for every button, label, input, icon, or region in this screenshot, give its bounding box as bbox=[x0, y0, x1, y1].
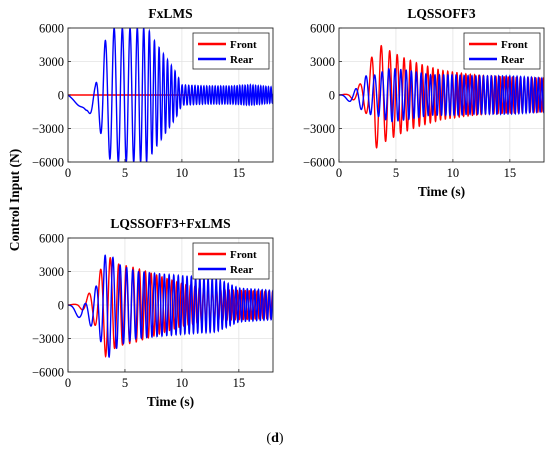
x-tick-label: 10 bbox=[447, 166, 460, 180]
y-tick-label: 3000 bbox=[39, 265, 64, 279]
legend-entry-rear: Rear bbox=[501, 54, 524, 66]
caption-letter: d bbox=[271, 431, 279, 446]
legend-box bbox=[192, 32, 270, 70]
x-tick-label: 0 bbox=[65, 166, 71, 180]
legend: Front Rear bbox=[192, 242, 270, 280]
chart-title: LQSSOFF3+FxLMS bbox=[110, 216, 230, 231]
series-line-rear bbox=[339, 67, 544, 123]
y-tick-label: 6000 bbox=[39, 232, 64, 246]
y-tick-label: 0 bbox=[329, 89, 335, 103]
y-tick-label: 3000 bbox=[39, 55, 64, 69]
legend-entry-front: Front bbox=[230, 249, 257, 261]
x-axis-label: Time (s) bbox=[147, 394, 194, 409]
y-tick-label: −6000 bbox=[303, 156, 335, 170]
x-tick-label: 10 bbox=[176, 166, 189, 180]
legend-entry-front: Front bbox=[501, 39, 528, 51]
x-tick-label: 0 bbox=[336, 166, 342, 180]
y-tick-label: −6000 bbox=[32, 366, 64, 380]
legend: Front Rear bbox=[463, 32, 541, 70]
y-tick-label: 3000 bbox=[310, 55, 335, 69]
y-tick-label: −3000 bbox=[303, 122, 335, 136]
y-tick-label: 0 bbox=[58, 299, 64, 313]
x-tick-label: 15 bbox=[233, 166, 246, 180]
x-axis-label: Time (s) bbox=[418, 184, 465, 199]
series-line-front bbox=[339, 44, 544, 149]
x-tick-label: 5 bbox=[122, 166, 128, 180]
y-tick-label: −6000 bbox=[32, 156, 64, 170]
legend-entry-rear: Rear bbox=[230, 54, 253, 66]
y-tick-label: 6000 bbox=[310, 22, 335, 36]
x-tick-label: 10 bbox=[176, 376, 189, 390]
x-tick-label: 0 bbox=[65, 376, 71, 390]
series-line-rear bbox=[68, 28, 273, 162]
y-tick-label: −3000 bbox=[32, 332, 64, 346]
legend-box bbox=[192, 242, 270, 280]
x-tick-label: 5 bbox=[122, 376, 128, 390]
x-tick-label: 15 bbox=[504, 166, 517, 180]
chart-title: FxLMS bbox=[148, 6, 192, 21]
x-tick-label: 15 bbox=[233, 376, 246, 390]
legend-entry-front: Front bbox=[230, 39, 257, 51]
legend: Front Rear bbox=[192, 32, 270, 70]
chart-panel-2: 0 5 10 15 −6000 −3000 0 3000 6000 LQSSOFF3 Time (s… bbox=[303, 6, 545, 199]
shared-y-axis-label: Control Input (N) bbox=[7, 149, 22, 252]
series-line-rear bbox=[68, 254, 273, 359]
legend-box bbox=[463, 32, 541, 70]
chart-title: LQSSOFF3 bbox=[407, 6, 476, 21]
y-tick-label: −3000 bbox=[32, 122, 64, 136]
chart-panel-1: 0 5 10 15 −6000 −3000 0 3000 6000 FxLMS Front Rear bbox=[32, 6, 274, 180]
chart-panels: 0 5 10 15−6000−3000030006000FxLMSFrontRear0… bbox=[32, 6, 545, 409]
y-tick-label: 0 bbox=[58, 89, 64, 103]
y-tick-label: 6000 bbox=[39, 22, 64, 36]
legend-entry-rear: Rear bbox=[230, 264, 253, 276]
chart-panel-3: 0 5 10 15 −6000 −3000 0 3000 6000 LQSSOFF3+FxLMS T… bbox=[32, 216, 274, 409]
x-tick-label: 5 bbox=[393, 166, 399, 180]
figure-caption: (d) bbox=[266, 431, 283, 446]
